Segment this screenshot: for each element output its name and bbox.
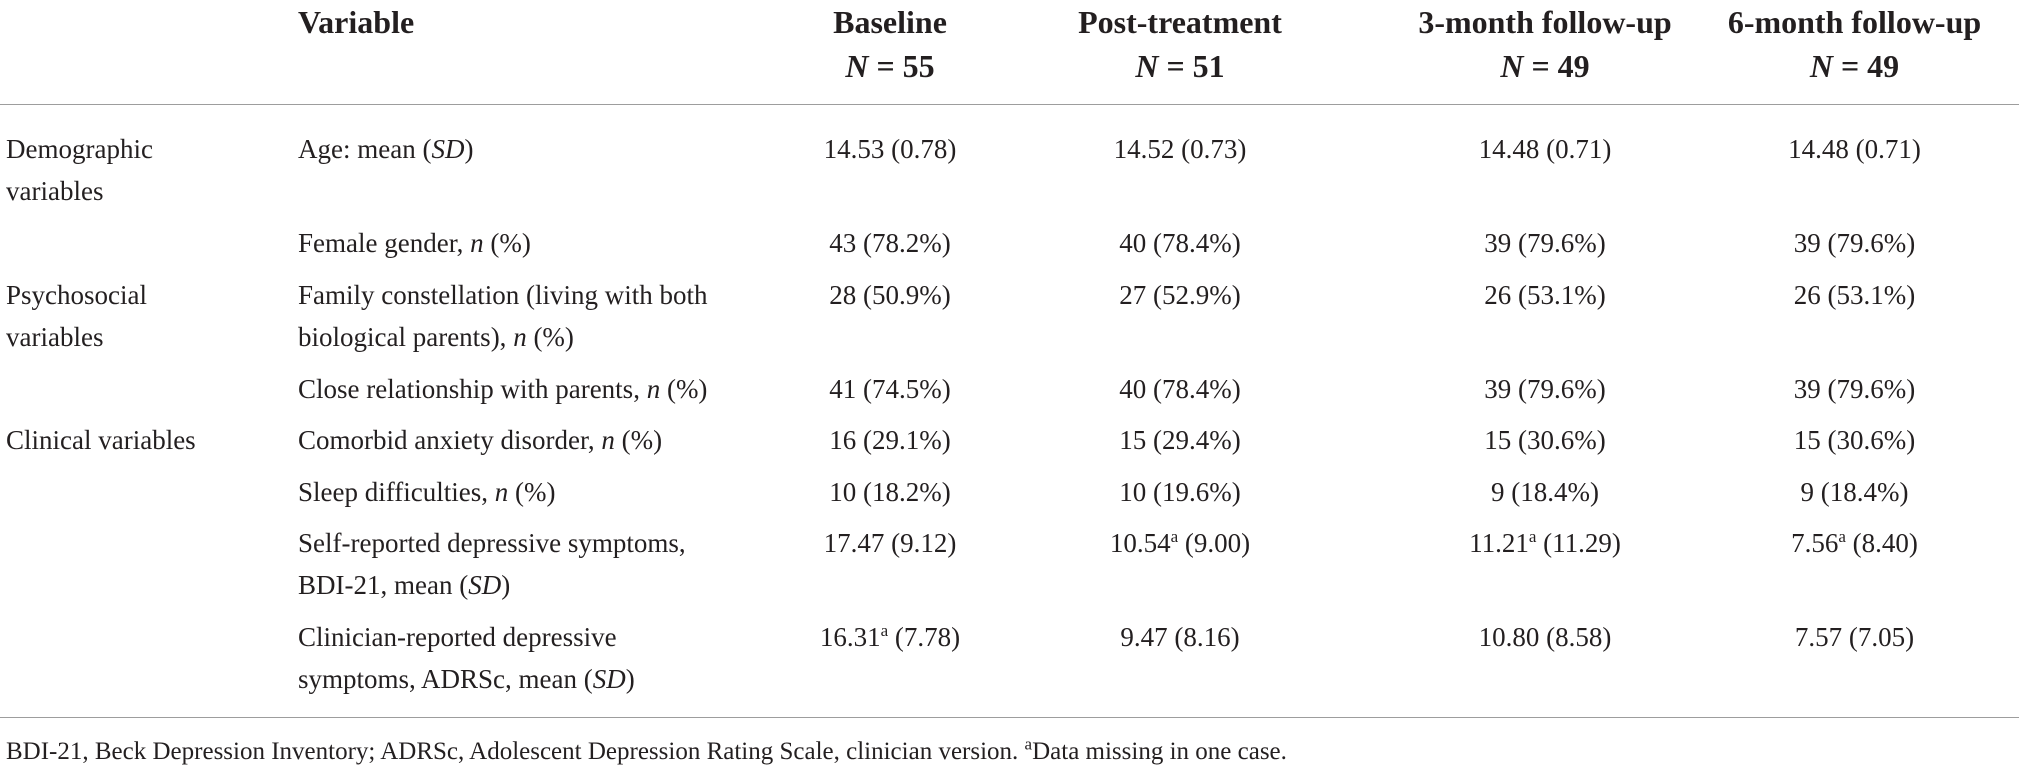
- footnote-marker: a: [1838, 527, 1846, 546]
- cell-post-treatment: 40 (78.4%): [1119, 374, 1241, 404]
- cell-post-treatment: 27 (52.9%): [1119, 280, 1241, 310]
- cell-baseline: 41 (74.5%): [829, 374, 951, 404]
- cell-3-month: 39 (79.6%): [1484, 228, 1606, 258]
- cell-baseline: 28 (50.9%): [829, 280, 951, 310]
- category-label: Psychosocial variables: [6, 280, 147, 352]
- footnote-marker: a: [1528, 527, 1537, 546]
- cell-3-month: 9 (18.4%): [1491, 477, 1599, 507]
- cell-post-treatment: 15 (29.4%): [1119, 425, 1241, 455]
- header-variable: Variable: [298, 4, 415, 40]
- cell-3-month: 11.21a (11.29): [1469, 527, 1621, 558]
- cell-baseline: 16.31a (7.78): [819, 621, 961, 652]
- cell-post-treatment: 10.54a (9.00): [1109, 527, 1251, 558]
- header-3-month: 3-month follow-up N = 49: [1418, 4, 1672, 84]
- cell-6-month: 39 (79.6%): [1793, 374, 1916, 404]
- cell-6-month: 15 (30.6%): [1793, 425, 1916, 455]
- cell-6-month: 26 (53.1%): [1793, 280, 1916, 310]
- cell-post-treatment: 40 (78.4%): [1119, 228, 1241, 258]
- cell-baseline: 14.53 (0.78): [823, 134, 957, 164]
- variable-label: Sleep difficulties, n (%): [298, 477, 556, 507]
- cell-baseline: 43 (78.2%): [829, 228, 951, 258]
- variable-label: Age: mean (SD): [298, 134, 474, 164]
- variable-label: Female gender, n (%): [298, 228, 531, 258]
- variable-label: Family constellation (living with both b…: [298, 280, 708, 352]
- footer-rule: [0, 717, 2019, 718]
- cell-6-month: 14.48 (0.71): [1788, 134, 1921, 164]
- table-footnote: BDI-21, Beck Depression Inventory; ADRSc…: [6, 734, 1287, 765]
- cell-6-month: 39 (79.6%): [1793, 228, 1916, 258]
- header-6-month: 6-month follow-up N = 49: [1727, 4, 1982, 84]
- cell-3-month: 26 (53.1%): [1484, 280, 1606, 310]
- header-post-treatment: Post-treatment N = 51: [1078, 4, 1282, 84]
- footnote-marker: a: [880, 621, 889, 640]
- cell-3-month: 15 (30.6%): [1484, 425, 1606, 455]
- variable-label: Self-reported depressive symptoms, BDI-2…: [298, 528, 686, 600]
- cell-6-month: 9 (18.4%): [1800, 477, 1909, 507]
- category-label: Demographic variables: [6, 134, 153, 206]
- variable-label: Comorbid anxiety disorder, n (%): [298, 425, 663, 455]
- footnote-marker: a: [1024, 734, 1033, 754]
- cell-3-month: 14.48 (0.71): [1478, 134, 1612, 164]
- cell-baseline: 16 (29.1%): [829, 425, 951, 455]
- cell-baseline: 17.47 (9.12): [823, 528, 957, 558]
- cell-post-treatment: 14.52 (0.73): [1113, 134, 1247, 164]
- variable-label: Clinician-reported depressive symptoms, …: [298, 622, 635, 694]
- cell-6-month: 7.57 (7.05): [1794, 622, 1915, 652]
- footnote-marker: a: [1170, 527, 1179, 546]
- header-rule: [0, 104, 2019, 105]
- header-baseline: Baseline N = 55: [833, 4, 947, 84]
- cell-3-month: 39 (79.6%): [1484, 374, 1606, 404]
- category-label: Clinical variables: [6, 425, 196, 455]
- cell-3-month: 10.80 (8.58): [1478, 622, 1612, 652]
- cell-6-month: 7.56a (8.40): [1791, 527, 1918, 558]
- cell-post-treatment: 10 (19.6%): [1119, 477, 1241, 507]
- cell-baseline: 10 (18.2%): [829, 477, 951, 507]
- variable-label: Close relationship with parents, n (%): [298, 374, 708, 404]
- cell-post-treatment: 9.47 (8.16): [1120, 622, 1240, 652]
